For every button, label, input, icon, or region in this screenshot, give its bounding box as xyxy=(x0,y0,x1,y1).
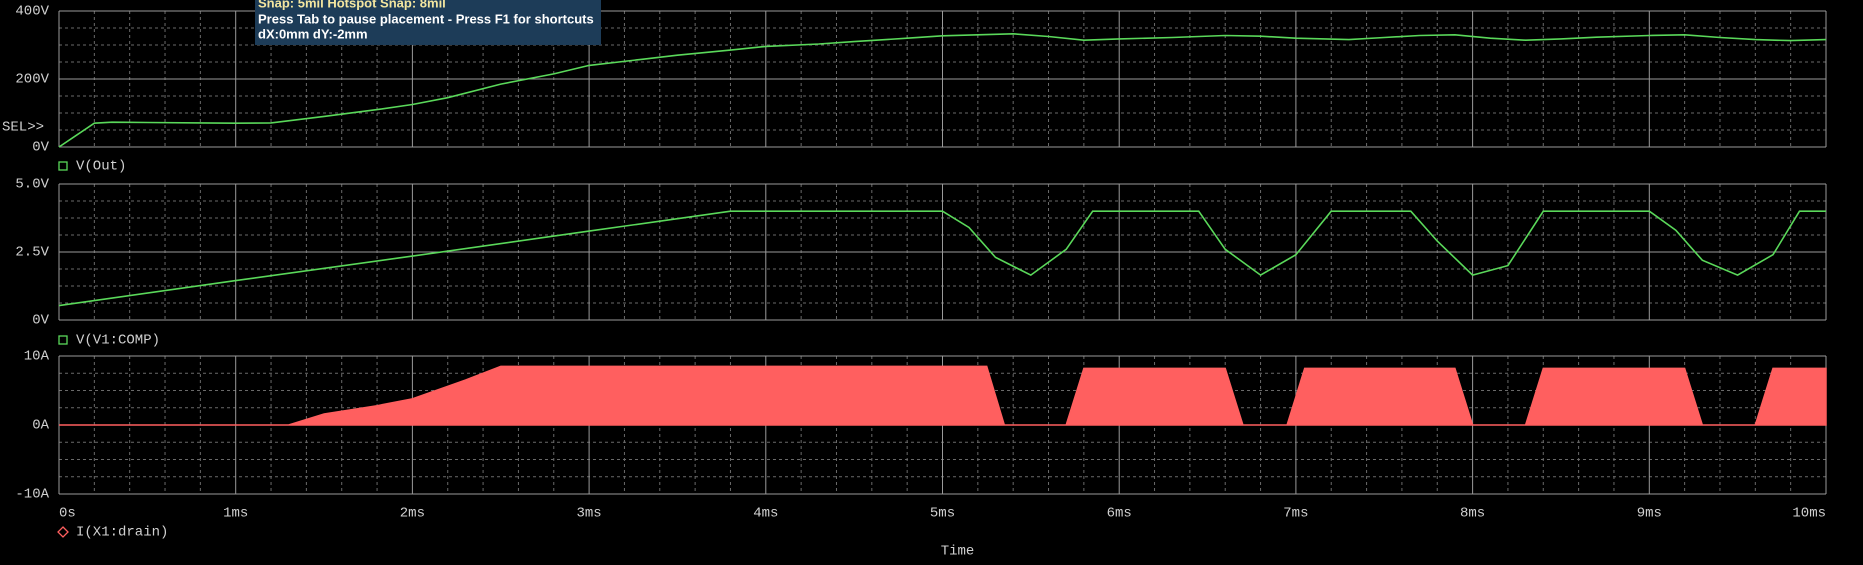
x-tick-label: 1ms xyxy=(223,506,248,522)
x-tick-label: 7ms xyxy=(1283,506,1308,522)
y-tick-label: 0A xyxy=(32,418,49,434)
tooltip-line: Snap: 5mil Hotspot Snap: 8mil xyxy=(258,0,446,10)
legend-symbol xyxy=(58,335,68,345)
x-tick-label: 9ms xyxy=(1637,506,1662,522)
y-tick-label: 10A xyxy=(24,349,50,365)
selection-marker: SEL>> xyxy=(2,120,44,136)
tooltip-box xyxy=(255,0,601,45)
tooltip-line: dX:0mm dY:-2mm xyxy=(258,26,368,41)
y-tick-label: 200V xyxy=(15,72,49,88)
x-tick-label: 4ms xyxy=(753,506,778,522)
y-tick-label: 5.0V xyxy=(15,177,49,193)
trace-line xyxy=(58,32,1827,148)
trace-line xyxy=(58,210,1826,307)
y-tick-label: 2.5V xyxy=(15,245,49,261)
x-tick-label: 6ms xyxy=(1107,506,1132,522)
legend-label: I(X1:drain) xyxy=(76,525,168,541)
legend-label: V(V1:COMP) xyxy=(76,333,160,349)
x-tick-label: 5ms xyxy=(930,506,955,522)
tooltip-line: Press Tab to pause placement - Press F1 … xyxy=(258,11,594,26)
x-axis-title: Time xyxy=(941,544,975,560)
legend-symbol xyxy=(57,526,69,538)
legend-label: V(Out) xyxy=(76,159,126,175)
y-tick-label: 0V xyxy=(32,140,49,156)
x-tick-label: 2ms xyxy=(400,506,425,522)
y-tick-label: 0V xyxy=(32,313,49,329)
x-tick-label: 3ms xyxy=(576,506,601,522)
y-tick-label: -10A xyxy=(15,487,49,503)
y-tick-label: 400V xyxy=(15,4,49,20)
x-tick-label: 8ms xyxy=(1460,506,1485,522)
legend-symbol xyxy=(58,161,68,171)
x-tick-label: 10ms xyxy=(1792,506,1826,522)
current-area xyxy=(59,365,1827,426)
x-tick-label: 0s xyxy=(59,506,76,522)
